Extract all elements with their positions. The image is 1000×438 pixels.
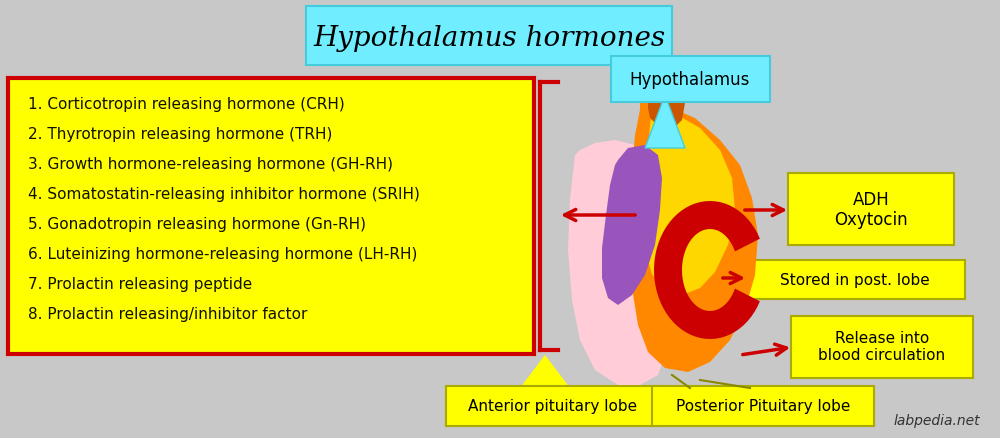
Text: Hypothalamus hormones: Hypothalamus hormones	[313, 25, 665, 52]
Text: Stored in post. lobe: Stored in post. lobe	[780, 272, 930, 287]
FancyBboxPatch shape	[788, 173, 954, 245]
Text: ADH
Oxytocin: ADH Oxytocin	[834, 191, 908, 230]
Text: Release into
blood circulation: Release into blood circulation	[818, 331, 946, 363]
FancyBboxPatch shape	[8, 78, 534, 354]
FancyBboxPatch shape	[746, 260, 965, 299]
FancyBboxPatch shape	[652, 386, 874, 426]
Polygon shape	[568, 140, 665, 385]
Text: 4. Somatostatin-releasing inhibitor hormone (SRIH): 4. Somatostatin-releasing inhibitor horm…	[28, 187, 420, 202]
Text: 5. Gonadotropin releasing hormone (Gn-RH): 5. Gonadotropin releasing hormone (Gn-RH…	[28, 218, 366, 233]
Polygon shape	[628, 100, 758, 372]
Text: 8. Prolactin releasing/inhibitor factor: 8. Prolactin releasing/inhibitor factor	[28, 307, 307, 322]
Polygon shape	[520, 355, 570, 388]
Polygon shape	[643, 108, 735, 295]
Text: 7. Prolactin releasing peptide: 7. Prolactin releasing peptide	[28, 278, 252, 293]
Polygon shape	[654, 201, 760, 339]
Text: labpedia.net: labpedia.net	[893, 414, 980, 428]
Text: 1. Corticotropin releasing hormone (CRH): 1. Corticotropin releasing hormone (CRH)	[28, 98, 345, 113]
FancyBboxPatch shape	[446, 386, 660, 426]
FancyBboxPatch shape	[791, 316, 973, 378]
Polygon shape	[645, 95, 685, 148]
Polygon shape	[602, 145, 662, 305]
Text: Hypothalamus: Hypothalamus	[630, 71, 750, 89]
Text: Anterior pituitary lobe: Anterior pituitary lobe	[468, 399, 638, 413]
Polygon shape	[648, 92, 685, 130]
Text: 3. Growth hormone-releasing hormone (GH-RH): 3. Growth hormone-releasing hormone (GH-…	[28, 158, 393, 173]
FancyBboxPatch shape	[611, 56, 770, 102]
Text: 6. Luteinizing hormone-releasing hormone (LH-RH): 6. Luteinizing hormone-releasing hormone…	[28, 247, 417, 262]
FancyBboxPatch shape	[306, 6, 672, 65]
Text: 2. Thyrotropin releasing hormone (TRH): 2. Thyrotropin releasing hormone (TRH)	[28, 127, 332, 142]
Text: Posterior Pituitary lobe: Posterior Pituitary lobe	[676, 399, 850, 413]
